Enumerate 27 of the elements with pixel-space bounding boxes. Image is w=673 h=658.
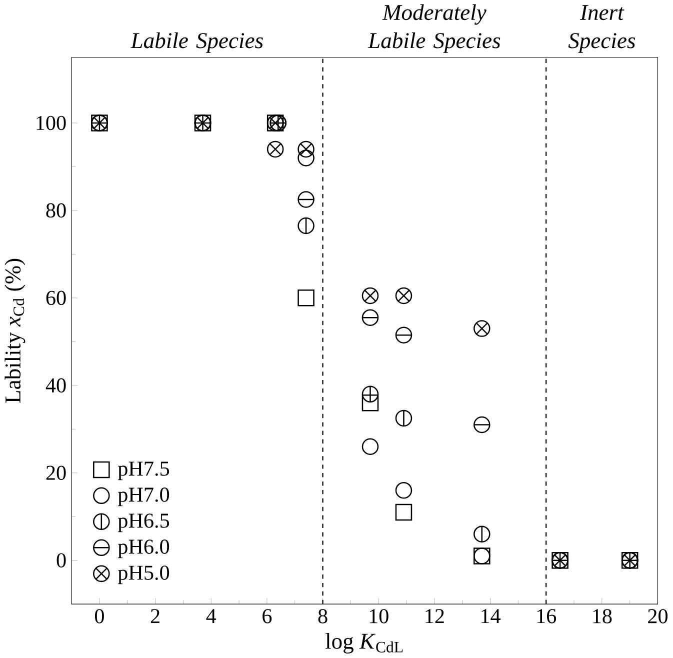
y-axis-title: Lability x$_{Cd}$ (%) <box>4 258 26 403</box>
y-tick-label: 60 <box>46 290 66 305</box>
x-tick-label: 16 <box>537 608 556 624</box>
y-tick-label: 100 <box>36 116 66 130</box>
legend-label: pH7.5 <box>118 462 170 480</box>
y-tick-label: 80 <box>46 203 66 218</box>
legend-label: pH6.5 <box>118 514 170 532</box>
x-tick-label: 8 <box>318 608 328 624</box>
y-tick-label: 0 <box>56 553 66 568</box>
text: Labile Species <box>130 32 263 53</box>
x-tick-label: 14 <box>482 608 500 623</box>
legend-label: pH5.0 <box>118 566 170 584</box>
legend-label: pH7.0 <box>118 487 170 506</box>
x-tick-label: 2 <box>150 608 160 623</box>
text: Moderately Labile Species <box>368 4 500 53</box>
y-tick-label: 40 <box>46 378 66 392</box>
x-tick-label: 18 <box>593 608 612 624</box>
legend-label: pH6.0 <box>118 539 170 558</box>
x-tick-label: 12 <box>426 608 444 623</box>
x-tick-label: 6 <box>262 608 272 624</box>
x-tick-label: 4 <box>206 608 216 623</box>
x-tick-label: 0 <box>94 608 104 624</box>
x-tick-label: 20 <box>648 608 668 624</box>
text: Inert Species <box>568 5 636 53</box>
x-tick-label: 10 <box>370 608 388 624</box>
x-axis-title: log K$_{CdL}$ <box>325 632 403 654</box>
y-tick-label: 20 <box>46 466 66 480</box>
